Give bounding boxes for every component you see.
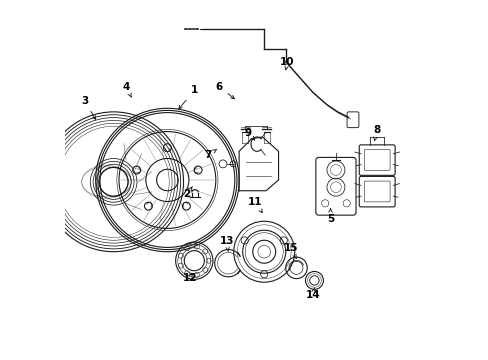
Text: 12: 12: [183, 273, 197, 283]
Text: 4: 4: [122, 82, 131, 97]
Text: 10: 10: [280, 57, 294, 70]
Text: 13: 13: [219, 236, 233, 252]
Text: 5: 5: [326, 209, 333, 224]
Text: 8: 8: [373, 125, 380, 141]
Text: 15: 15: [284, 243, 298, 258]
Text: 3: 3: [81, 96, 95, 120]
Text: 6: 6: [215, 82, 234, 99]
Text: 9: 9: [244, 129, 254, 140]
Text: 7: 7: [204, 149, 216, 160]
Text: 2: 2: [183, 186, 192, 199]
Text: 14: 14: [305, 288, 319, 301]
Text: 11: 11: [247, 197, 262, 213]
Text: 1: 1: [179, 85, 198, 109]
